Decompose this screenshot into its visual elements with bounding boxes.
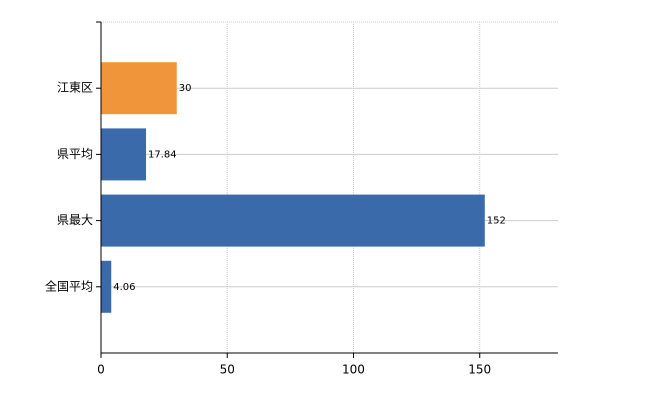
value-label: 152 — [487, 216, 506, 227]
bar — [101, 62, 177, 115]
x-tick-label: 50 — [220, 363, 235, 377]
x-tick-label: 100 — [342, 363, 365, 377]
value-label: 30 — [179, 83, 192, 94]
bar — [101, 260, 112, 313]
bar — [101, 194, 485, 247]
y-tick-label: 江東区 — [57, 81, 93, 95]
y-tick-label: 県最大 — [57, 213, 93, 227]
y-tick-label: 県平均 — [57, 147, 93, 161]
bar — [101, 128, 147, 181]
value-label: 4.06 — [113, 282, 135, 293]
x-tick-label: 150 — [468, 363, 491, 377]
y-tick-label: 全国平均 — [45, 278, 93, 293]
value-label: 17.84 — [148, 149, 177, 160]
x-tick-label: 0 — [97, 363, 105, 377]
